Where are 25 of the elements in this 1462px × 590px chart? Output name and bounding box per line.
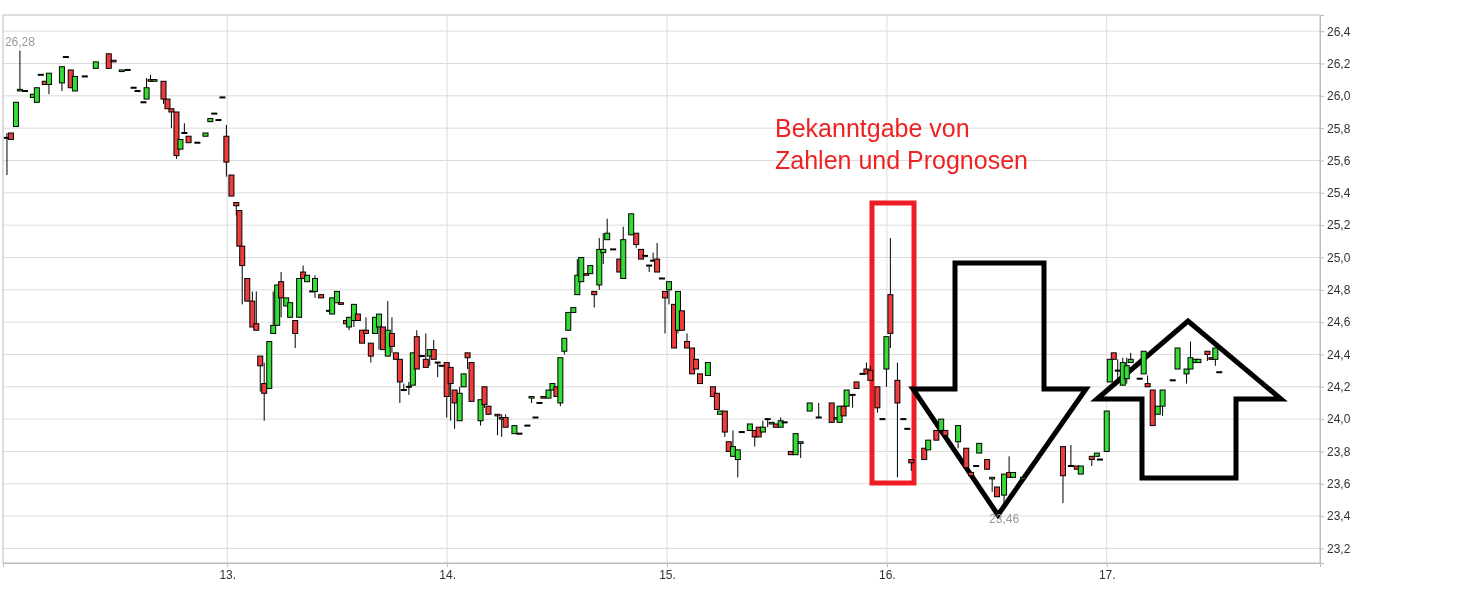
y-tick-label: 26,0 [1327, 89, 1351, 104]
y-tick-label: 24,0 [1327, 412, 1351, 427]
x-tick-label: 16. [879, 567, 896, 582]
y-tick-label: 23,6 [1327, 477, 1351, 492]
y-tick-label: 24,8 [1327, 283, 1351, 298]
y-tick-label: 24,6 [1327, 315, 1351, 330]
y-tick-label: 25,4 [1327, 186, 1351, 201]
annotation: 26,28 [4, 34, 36, 49]
y-tick-label: 25,8 [1327, 121, 1351, 136]
y-tick-label: 26,4 [1327, 24, 1351, 39]
y-tick-label: 23,2 [1327, 541, 1351, 556]
x-tick-label: 17. [1098, 567, 1116, 582]
y-tick-label: 23,8 [1327, 444, 1351, 459]
y-tick-label: 25,6 [1327, 153, 1351, 168]
y-tick-label: 24,4 [1327, 347, 1351, 362]
y-tick-label: 25,0 [1327, 250, 1351, 265]
x-tick-label: 15. [659, 567, 676, 582]
x-tick-label: 14. [439, 567, 456, 582]
y-tick-label: 24,2 [1327, 380, 1351, 395]
y-tick-label: 23,4 [1327, 509, 1351, 524]
y-tick-label: 25,2 [1327, 218, 1351, 233]
annotation: 23,46 [989, 512, 1020, 527]
y-tick-label: 26,2 [1327, 56, 1351, 71]
x-tick-label: 13. [219, 567, 237, 582]
annotation: Bekanntgabe von Zahlen und Prognosen [775, 114, 1028, 174]
